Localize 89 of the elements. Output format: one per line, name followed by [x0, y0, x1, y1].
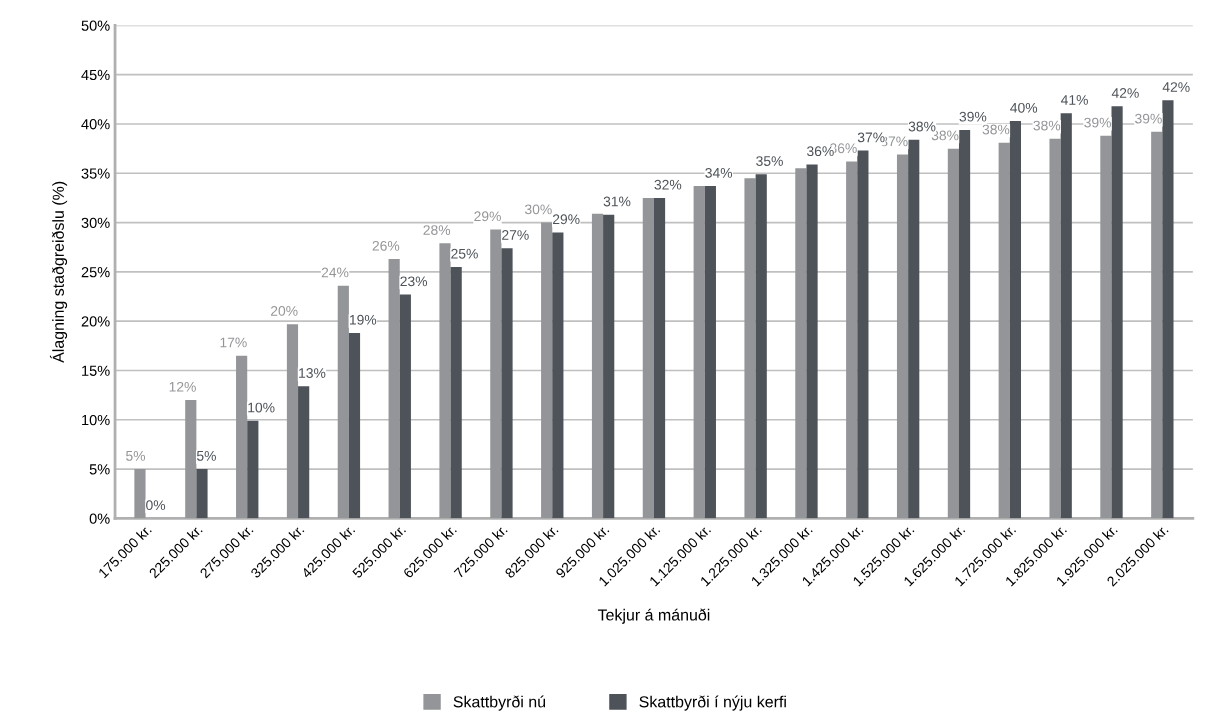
y-tick-label: 10% [82, 414, 110, 426]
data-label: 19% [349, 314, 377, 325]
data-label: 32% [654, 179, 682, 190]
data-label: 23% [400, 276, 428, 287]
data-label: 40% [1010, 102, 1038, 113]
data-label: 38% [908, 121, 936, 132]
y-tick-label: 50% [81, 20, 110, 31]
bar [1111, 106, 1123, 519]
data-label: 27% [502, 230, 529, 240]
bar [236, 355, 248, 519]
y-tick-label: 35% [81, 168, 110, 179]
data-label: 24% [321, 267, 349, 278]
data-label: 35% [756, 156, 783, 166]
bar [501, 248, 513, 519]
data-label: 17% [220, 337, 247, 348]
data-label: 5% [126, 451, 146, 461]
data-label: 20% [270, 306, 298, 316]
data-label: 34% [705, 167, 733, 178]
bar [298, 386, 310, 519]
y-tick-label: 40% [81, 119, 110, 130]
data-label: 31% [603, 196, 631, 207]
y-tick-label: 25% [81, 266, 110, 278]
data-label: 12% [169, 381, 196, 392]
bar [958, 129, 971, 519]
data-label: 10% [248, 402, 275, 413]
data-label: 29% [552, 214, 580, 225]
data-label: 30% [524, 204, 552, 215]
bar [947, 148, 959, 519]
bar [134, 469, 146, 519]
bar [247, 420, 259, 519]
bar [490, 229, 502, 519]
y-tick-label: 15% [82, 365, 110, 376]
bar [1151, 131, 1163, 519]
bar [552, 232, 564, 519]
bar [1009, 121, 1021, 519]
data-label: 38% [982, 124, 1010, 135]
data-label: 39% [1084, 117, 1111, 128]
bar [196, 469, 208, 519]
bar [704, 186, 716, 519]
y-tick-label: 30% [81, 217, 110, 228]
legend-label: Skattbyrði nú [453, 695, 546, 711]
data-label: 0% [146, 500, 166, 511]
data-label: 38% [1033, 120, 1061, 131]
bar [591, 213, 604, 519]
data-label: 42% [1162, 82, 1190, 92]
bar [653, 197, 666, 519]
data-label: 38% [931, 130, 959, 141]
bar [846, 161, 858, 519]
bar [185, 400, 197, 519]
bar [693, 186, 705, 519]
data-label: 39% [1135, 113, 1162, 124]
data-label: 29% [474, 211, 501, 222]
bar [642, 197, 654, 519]
bar [908, 139, 920, 519]
bar [806, 164, 818, 519]
bar [795, 168, 807, 519]
data-label: 28% [423, 225, 451, 235]
data-label: 5% [196, 451, 216, 461]
bar [337, 285, 349, 519]
bar [1162, 100, 1174, 519]
bar [998, 142, 1010, 519]
y-tick-label: 0% [89, 513, 110, 524]
bar [744, 178, 756, 519]
data-label: 39% [959, 111, 987, 122]
x-axis-title: Tekjur á mánuði [597, 608, 710, 624]
bar [388, 259, 400, 519]
bar [439, 243, 451, 519]
bar [755, 174, 767, 519]
y-tick-label: 20% [81, 316, 110, 327]
bar [399, 294, 411, 519]
bar [541, 222, 553, 519]
bar [603, 214, 615, 519]
y-axis-title: Álagning staðgreiðslu (%) [49, 181, 68, 363]
data-label: 25% [451, 248, 478, 259]
data-label: 42% [1111, 88, 1139, 98]
data-label: 26% [372, 240, 400, 251]
y-tick-label: 45% [81, 69, 110, 81]
data-label: 41% [1060, 95, 1088, 105]
legend-label: Skattbyrði í nýju kerfi [639, 695, 786, 711]
bar [286, 324, 299, 519]
bar [450, 266, 462, 519]
bar [1060, 113, 1072, 519]
data-label: 13% [299, 368, 326, 378]
bar [348, 333, 361, 519]
y-tick-label: 5% [89, 464, 110, 475]
bar [857, 150, 869, 519]
bar [896, 154, 909, 519]
bar [1049, 138, 1061, 519]
bar [1100, 135, 1112, 519]
